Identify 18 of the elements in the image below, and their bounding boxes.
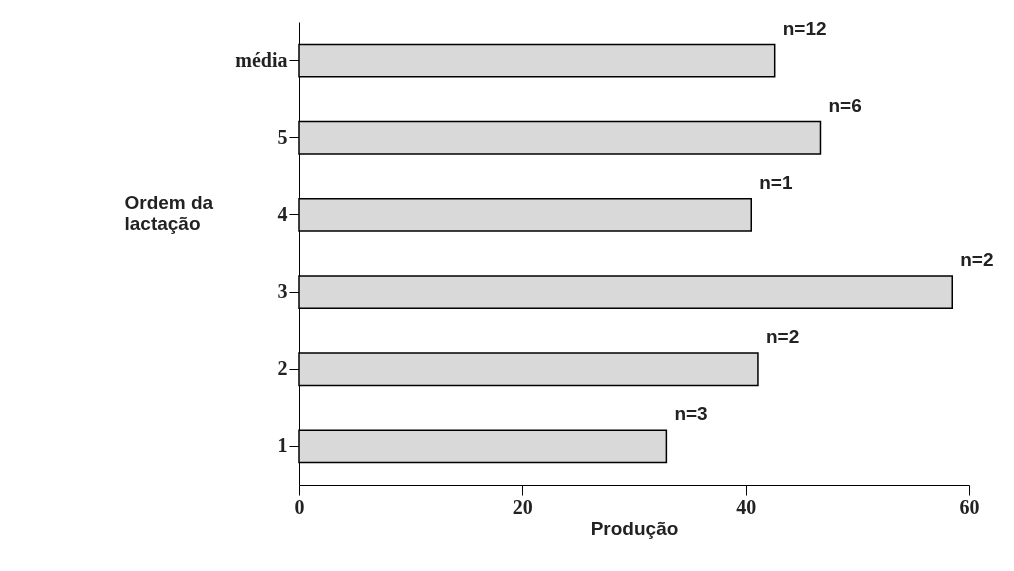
annotation: n=2: [765, 326, 800, 348]
y-tick-label: 3: [277, 280, 288, 303]
y-tick-label: 4: [277, 202, 288, 225]
annotation: n=1: [759, 171, 793, 193]
annotation: n=3: [674, 403, 708, 425]
x-tick-label: 0: [294, 495, 305, 518]
y-tick-label: 2: [277, 357, 288, 380]
y-tick-label: média: [235, 48, 288, 71]
x-tick-label: 40: [736, 495, 757, 518]
y-axis-title: Ordem da lactação: [124, 191, 214, 234]
y-tick-label: 1: [277, 434, 288, 457]
x-tick-label: 20: [512, 495, 533, 518]
annotation: n=6: [828, 94, 862, 116]
x-axis-title: Produção: [590, 517, 679, 539]
x-tick-label: 60: [959, 495, 980, 518]
y-tick-label: 5: [277, 125, 288, 148]
annotation: n=2: [960, 249, 994, 271]
annotation: n=12: [782, 17, 827, 39]
